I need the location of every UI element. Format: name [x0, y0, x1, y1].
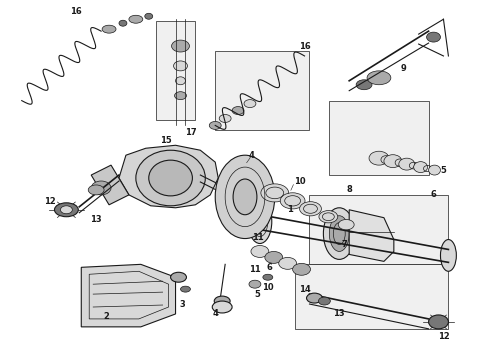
Text: 11: 11: [252, 233, 264, 242]
Text: 7: 7: [342, 240, 347, 249]
Ellipse shape: [102, 25, 116, 33]
Text: 5: 5: [254, 289, 260, 298]
Ellipse shape: [323, 208, 355, 260]
Ellipse shape: [136, 150, 205, 206]
Text: 3: 3: [180, 300, 185, 309]
Ellipse shape: [280, 193, 305, 209]
Ellipse shape: [233, 179, 257, 215]
Ellipse shape: [212, 301, 232, 313]
Ellipse shape: [429, 315, 448, 329]
Ellipse shape: [263, 274, 273, 280]
Polygon shape: [310, 195, 448, 264]
Ellipse shape: [369, 151, 389, 165]
Ellipse shape: [129, 15, 143, 23]
Ellipse shape: [232, 107, 244, 114]
Ellipse shape: [307, 293, 322, 303]
Ellipse shape: [215, 155, 275, 239]
Ellipse shape: [60, 206, 73, 214]
Text: 6: 6: [431, 190, 437, 199]
Polygon shape: [294, 264, 448, 329]
Ellipse shape: [384, 155, 402, 168]
Text: 12: 12: [438, 332, 449, 341]
Polygon shape: [156, 21, 196, 121]
Ellipse shape: [414, 162, 428, 172]
Polygon shape: [329, 100, 429, 175]
Text: 5: 5: [441, 166, 446, 175]
Ellipse shape: [399, 158, 415, 170]
Text: 4: 4: [249, 151, 255, 160]
Ellipse shape: [249, 280, 261, 288]
Ellipse shape: [299, 202, 321, 216]
Text: 15: 15: [160, 136, 172, 145]
Text: 9: 9: [401, 64, 407, 73]
Ellipse shape: [319, 211, 338, 223]
Text: 8: 8: [346, 185, 352, 194]
Text: 10: 10: [262, 283, 273, 292]
Ellipse shape: [209, 121, 221, 129]
Ellipse shape: [261, 184, 289, 202]
Ellipse shape: [88, 185, 104, 195]
Text: 2: 2: [103, 312, 109, 321]
Ellipse shape: [338, 220, 354, 230]
Ellipse shape: [356, 80, 372, 90]
Text: 4: 4: [212, 310, 218, 319]
Text: 13: 13: [334, 310, 345, 319]
Ellipse shape: [318, 297, 330, 305]
Ellipse shape: [91, 181, 111, 195]
Ellipse shape: [429, 165, 441, 175]
Ellipse shape: [174, 92, 187, 100]
Polygon shape: [349, 210, 394, 261]
Ellipse shape: [145, 13, 153, 19]
Text: 16: 16: [71, 7, 82, 16]
Ellipse shape: [251, 246, 269, 257]
Ellipse shape: [172, 40, 190, 52]
Text: 10: 10: [294, 177, 305, 186]
Ellipse shape: [119, 20, 127, 26]
Ellipse shape: [54, 203, 78, 217]
Text: 17: 17: [185, 128, 196, 137]
Text: 16: 16: [299, 41, 310, 50]
Text: 14: 14: [299, 285, 310, 294]
Polygon shape: [215, 51, 310, 130]
Polygon shape: [119, 145, 218, 208]
Ellipse shape: [248, 200, 272, 243]
Ellipse shape: [214, 296, 230, 306]
Ellipse shape: [279, 257, 296, 269]
Text: 1: 1: [287, 205, 293, 214]
Ellipse shape: [293, 264, 311, 275]
Polygon shape: [91, 165, 129, 205]
Ellipse shape: [219, 114, 231, 122]
Text: 13: 13: [90, 215, 102, 224]
Ellipse shape: [441, 239, 456, 271]
Text: 12: 12: [44, 197, 55, 206]
Text: 6: 6: [267, 263, 273, 272]
Text: 11: 11: [249, 265, 261, 274]
Ellipse shape: [149, 160, 193, 196]
Ellipse shape: [175, 77, 185, 85]
Polygon shape: [81, 264, 175, 327]
Ellipse shape: [171, 272, 187, 282]
Ellipse shape: [427, 32, 441, 42]
Ellipse shape: [367, 71, 391, 85]
Ellipse shape: [244, 100, 256, 108]
Ellipse shape: [329, 216, 349, 251]
Ellipse shape: [173, 61, 188, 71]
Ellipse shape: [180, 286, 191, 292]
Ellipse shape: [265, 251, 283, 264]
